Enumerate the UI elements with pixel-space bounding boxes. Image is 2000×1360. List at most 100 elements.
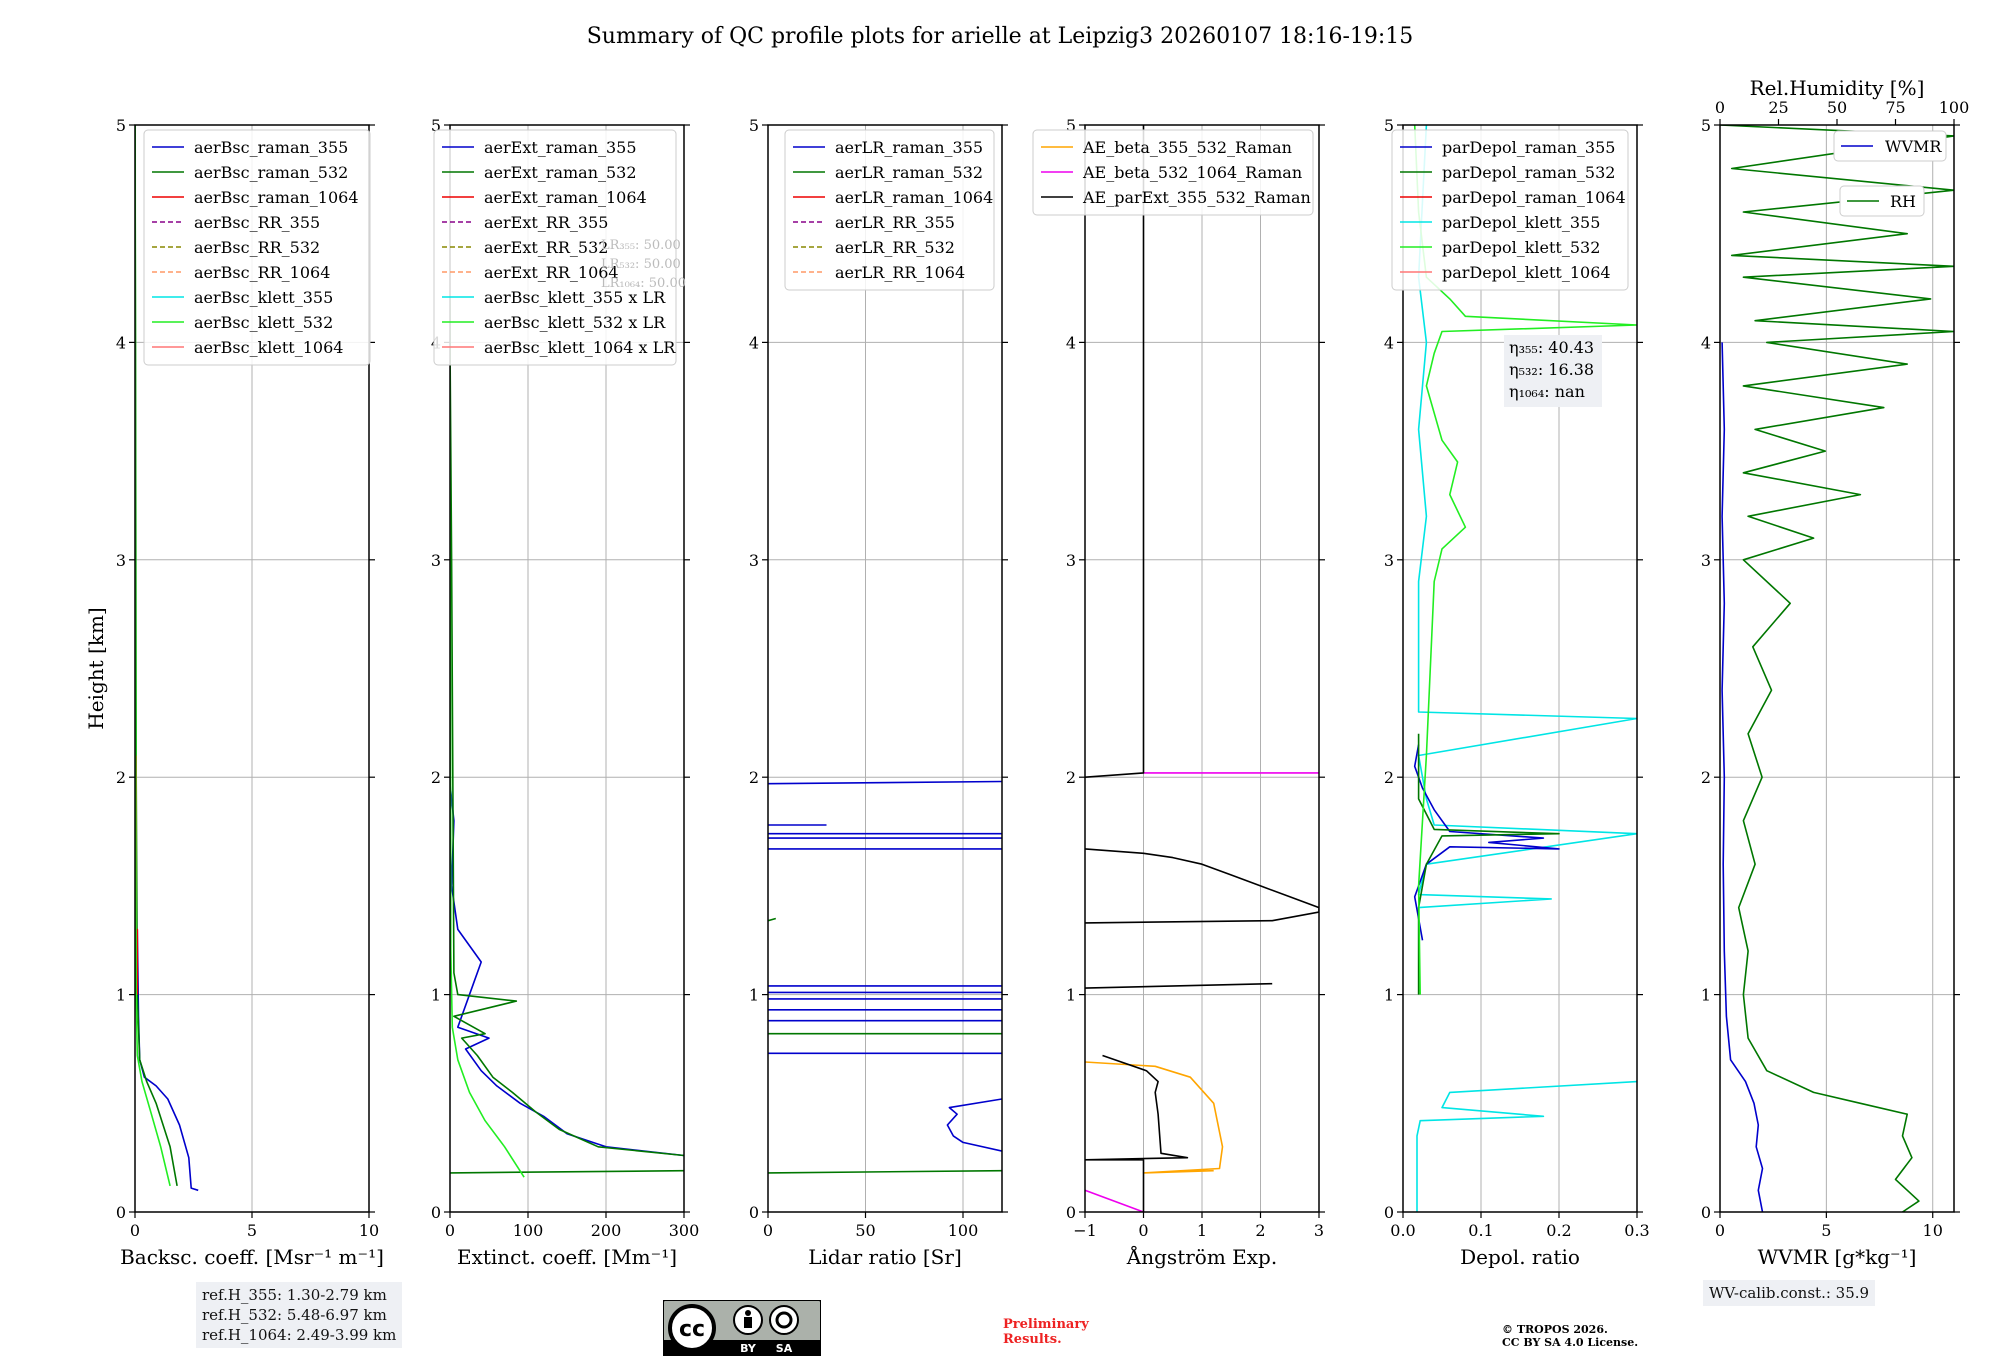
x-tick-label: 100	[513, 1221, 544, 1240]
x-tick-label: 1	[1197, 1221, 1207, 1240]
x-axis-label: Lidar ratio [Sr]	[808, 1245, 962, 1269]
legend: aerBsc_raman_355 aerBsc_raman_532 aerBsc_r…	[143, 129, 371, 366]
y-tick-label: 2	[1384, 768, 1394, 787]
x-tick-label: 0	[1138, 1221, 1148, 1240]
legend-box	[433, 129, 677, 366]
legend-label: parDepol_raman_355	[1442, 138, 1615, 157]
legend-label: aerLR_raman_1064	[835, 188, 993, 207]
y-tick-label: 0	[749, 1203, 759, 1222]
cc-by-label: BY	[740, 1342, 757, 1355]
plot-frame	[449, 124, 685, 1213]
legend-label: aerExt_RR_1064	[484, 263, 619, 282]
legend-box	[143, 129, 371, 366]
top-tick-label: 50	[1827, 98, 1847, 117]
legend-label: aerBsc_klett_1064	[194, 338, 343, 357]
x-tick-label: 200	[591, 1221, 622, 1240]
legend: aerLR_raman_355 aerLR_raman_532 aerLR_rama…	[784, 129, 995, 291]
legend-box	[1833, 130, 1947, 162]
copyright-line-1: © TROPOS 2026.	[1502, 1323, 1608, 1336]
preliminary-line-1: Preliminary	[1003, 1317, 1089, 1332]
cc-by-sa-logo: cc BY SA	[663, 1300, 821, 1356]
series-line-AE_parExt_355_532_Raman	[1085, 848, 1319, 924]
x-tick-label: 0	[130, 1221, 140, 1240]
legend-label: AE_beta_355_532_Raman	[1082, 138, 1292, 157]
y-tick-label: 3	[116, 551, 126, 570]
copyright-note: © TROPOS 2026. CC BY SA 4.0 License.	[1502, 1323, 1638, 1349]
x-axis-label: Extinct. coeff. [Mm⁻¹]	[457, 1245, 677, 1269]
lidar-ratio-annotation: LR₃₅₅: 50.00	[601, 238, 681, 253]
series-line-parDepol_raman_532	[1417, 733, 1560, 995]
x-tick-label: 3	[1314, 1221, 1324, 1240]
by-attribution-icon	[745, 1310, 751, 1316]
legend-box	[784, 129, 995, 291]
preliminary-line-2: Results.	[1003, 1332, 1062, 1347]
y-tick-label: 3	[749, 551, 759, 570]
legend-label: aerExt_raman_1064	[484, 188, 647, 207]
y-tick-label: 2	[749, 768, 759, 787]
legend-label: aerBsc_klett_355 x LR	[484, 288, 666, 307]
x-tick-label: 50	[855, 1221, 875, 1240]
x-tick-label: 0.2	[1546, 1221, 1571, 1240]
y-tick-label: 2	[1701, 768, 1711, 787]
y-tick-label: 0	[1701, 1203, 1711, 1222]
x-tick-label: 100	[948, 1221, 979, 1240]
plot-frame	[134, 124, 370, 1213]
plot-frame	[767, 124, 1003, 1213]
y-tick-label: 0	[116, 1203, 126, 1222]
ref-height-1064: ref.H_1064: 2.49-3.99 km	[202, 1326, 397, 1344]
legend-label: aerExt_raman_532	[484, 163, 637, 182]
series-line-aerExt_raman_355	[450, 783, 684, 1157]
y-tick-label: 1	[431, 986, 441, 1005]
legend-label: aerLR_RR_355	[835, 213, 955, 232]
y-tick-label: 1	[116, 986, 126, 1005]
series-group	[1413, 125, 1637, 1212]
legend-wvmr: WVMR	[1833, 130, 1947, 162]
cc-sa-label: SA	[776, 1342, 793, 1355]
y-tick-label: 3	[431, 551, 441, 570]
legend-box	[1391, 129, 1629, 291]
x-tick-label: 2	[1255, 1221, 1265, 1240]
legend-label: aerBsc_klett_1064 x LR	[484, 338, 676, 357]
legend-label: AE_parExt_355_532_Raman	[1082, 188, 1311, 207]
eta-value: η₃₅₅: 40.43	[1509, 338, 1594, 357]
series-line-aerBsc_klett_532 x LR	[450, 298, 525, 1178]
y-tick-label: 2	[1066, 768, 1076, 787]
y-tick-label: 2	[116, 768, 126, 787]
series-line-aerExt_raman_532	[450, 342, 684, 1157]
legend-label: aerLR_RR_532	[835, 238, 955, 257]
legend-label: RH	[1890, 192, 1916, 211]
series-line-AE_parExt_355_532_Raman	[1085, 1054, 1189, 1212]
y-tick-label: 4	[1701, 333, 1711, 352]
x-axis-label: WVMR [g*kg⁻¹]	[1758, 1245, 1917, 1269]
wv-calibration-constant: WV-calib.const.: 35.9	[1709, 1284, 1870, 1302]
series-line-RH	[1720, 125, 1954, 1212]
series-line-WVMR	[1721, 342, 1764, 1212]
y-tick-label: 4	[1384, 333, 1394, 352]
x-axis-label: Backsc. coeff. [Msr⁻¹ m⁻¹]	[120, 1245, 384, 1269]
plot-frame	[1084, 124, 1320, 1213]
series-group	[135, 125, 199, 1192]
y-tick-label: 1	[1701, 986, 1711, 1005]
series-line-aerLR_raman_532	[768, 1169, 1002, 1174]
legend-label: aerBsc_raman_532	[194, 163, 348, 182]
legend-label: aerBsc_raman_1064	[194, 188, 359, 207]
y-tick-label: 5	[749, 116, 759, 135]
y-tick-label: 4	[749, 333, 759, 352]
x-axis-label: Ångström Exp.	[1126, 1244, 1277, 1269]
series-line-aerLR_raman_355	[946, 1098, 1002, 1152]
legend: AE_beta_355_532_Raman AE_beta_532_1064_Ra…	[1032, 129, 1314, 216]
x-tick-label: 5	[1821, 1221, 1831, 1240]
legend-label: parDepol_raman_532	[1442, 163, 1615, 182]
eta-value: η₁₀₆₄: nan	[1509, 382, 1585, 401]
legend-label: aerBsc_klett_532 x LR	[484, 313, 666, 332]
y-axis-label: Height [km]	[84, 607, 108, 729]
series-group	[450, 298, 684, 1178]
legend: aerExt_raman_355 aerExt_raman_532 aerExt_r…	[433, 129, 677, 366]
y-tick-label: 5	[1384, 116, 1394, 135]
y-tick-label: 5	[431, 116, 441, 135]
y-tick-label: 5	[116, 116, 126, 135]
legend-label: parDepol_klett_532	[1442, 238, 1600, 257]
series-line-AE_parExt_355_532_Raman	[1085, 125, 1145, 778]
legend-label: aerBsc_RR_355	[194, 213, 320, 232]
